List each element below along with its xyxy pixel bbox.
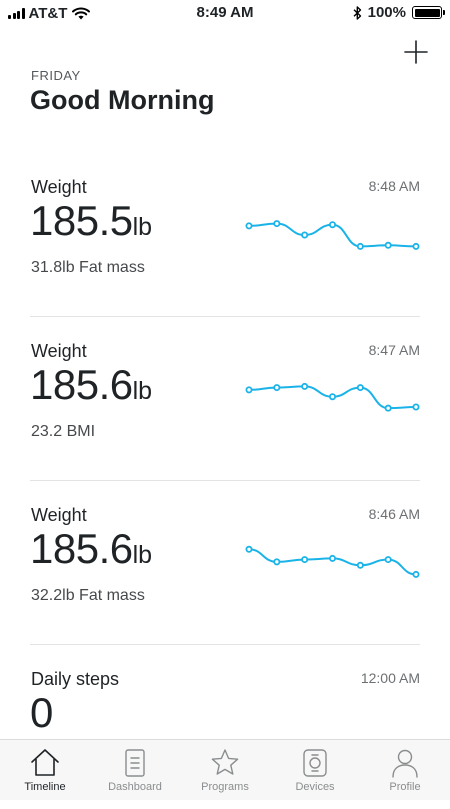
card-time: 12:00 AM: [360, 670, 420, 686]
value-number: 185.5: [30, 197, 133, 244]
bluetooth-icon: [353, 5, 361, 20]
trend-point: [245, 222, 253, 230]
page-title: Good Morning: [30, 85, 215, 115]
card-value: 185.6lb: [30, 525, 152, 573]
battery-percent: 100%: [367, 4, 406, 21]
trend-point: [301, 556, 309, 564]
card-time: 8:47 AM: [368, 342, 420, 358]
profile-icon: [392, 749, 418, 778]
weight-card[interactable]: Weight 8:47 AM 185.6lb 23.2 BMI: [30, 341, 420, 481]
dashboard-icon: [125, 749, 145, 777]
status-bar: AT&T 8:49 AM 100%: [0, 0, 450, 26]
day-label: FRIDAY: [31, 68, 81, 83]
tab-dashboard[interactable]: Dashboard: [90, 740, 180, 800]
trend-point: [329, 554, 337, 562]
tab-profile[interactable]: Profile: [360, 740, 450, 800]
trend-point: [356, 242, 364, 250]
trend-point: [412, 242, 420, 250]
tab-label: Programs: [201, 781, 249, 793]
trend-point: [245, 386, 253, 394]
divider: [30, 480, 420, 481]
value-unit: lb: [132, 213, 153, 241]
tab-bar: Timeline Dashboard Programs Devices Prof…: [0, 739, 450, 800]
trend-point: [384, 241, 392, 249]
star-icon: [211, 749, 239, 775]
tab-devices[interactable]: Devices: [270, 740, 360, 800]
card-title: Weight: [31, 177, 87, 197]
weight-trend-chart: [245, 382, 420, 412]
home-icon: [31, 749, 59, 776]
card-time: 8:46 AM: [368, 506, 420, 522]
signal-icon: [8, 8, 25, 19]
card-title: Daily steps: [31, 669, 120, 689]
trend-point: [329, 393, 337, 401]
tab-programs[interactable]: Programs: [180, 740, 270, 800]
card-title: Weight: [31, 341, 87, 361]
trend-point: [301, 382, 309, 390]
tab-label: Timeline: [24, 781, 66, 793]
watch-icon: [303, 749, 327, 777]
value-unit: lb: [132, 377, 153, 405]
weight-trend-chart: [245, 220, 420, 250]
card-title: Weight: [31, 505, 87, 525]
weight-trend-chart: [245, 545, 420, 578]
status-time: 8:49 AM: [196, 4, 254, 21]
value-number: 185.6: [30, 525, 133, 572]
card-value: 185.6lb: [30, 361, 152, 409]
trend-point: [245, 545, 253, 553]
card-subtext: 31.8lb Fat mass: [31, 259, 145, 276]
battery-icon: [412, 6, 445, 19]
value-unit: lb: [132, 541, 153, 569]
trend-point: [301, 231, 309, 239]
value-number: 0: [30, 689, 53, 736]
card-value: 185.5lb: [30, 197, 152, 245]
tab-label: Dashboard: [108, 781, 162, 793]
trend-point: [412, 403, 420, 411]
card-subtext: 23.2 BMI: [31, 423, 96, 440]
trend-point: [384, 556, 392, 564]
divider: [30, 316, 420, 317]
trend-point: [412, 570, 420, 578]
card-value: 0: [30, 689, 53, 737]
divider: [30, 644, 420, 645]
trend-point: [273, 384, 281, 392]
tab-label: Profile: [389, 781, 421, 793]
trend-point: [273, 558, 281, 566]
plus-icon[interactable]: [402, 38, 430, 66]
value-number: 185.6: [30, 361, 133, 408]
steps-card[interactable]: Daily steps 12:00 AM 0: [30, 669, 420, 809]
tab-label: Devices: [295, 781, 335, 793]
weight-card[interactable]: Weight 8:46 AM 185.6lb 32.2lb Fat mass: [30, 505, 420, 645]
weight-card[interactable]: Weight 8:48 AM 185.5lb 31.8lb Fat mass: [30, 177, 420, 317]
status-left: AT&T: [8, 5, 91, 22]
card-time: 8:48 AM: [368, 178, 420, 194]
tab-timeline[interactable]: Timeline: [0, 740, 90, 800]
trend-point: [384, 404, 392, 412]
carrier-label: AT&T: [28, 5, 68, 22]
trend-point: [329, 221, 337, 229]
trend-point: [273, 220, 281, 228]
trend-point: [356, 384, 364, 392]
wifi-icon: [72, 7, 91, 20]
trend-point: [356, 561, 364, 569]
status-right: 100%: [353, 4, 445, 21]
card-subtext: 32.2lb Fat mass: [31, 587, 145, 604]
